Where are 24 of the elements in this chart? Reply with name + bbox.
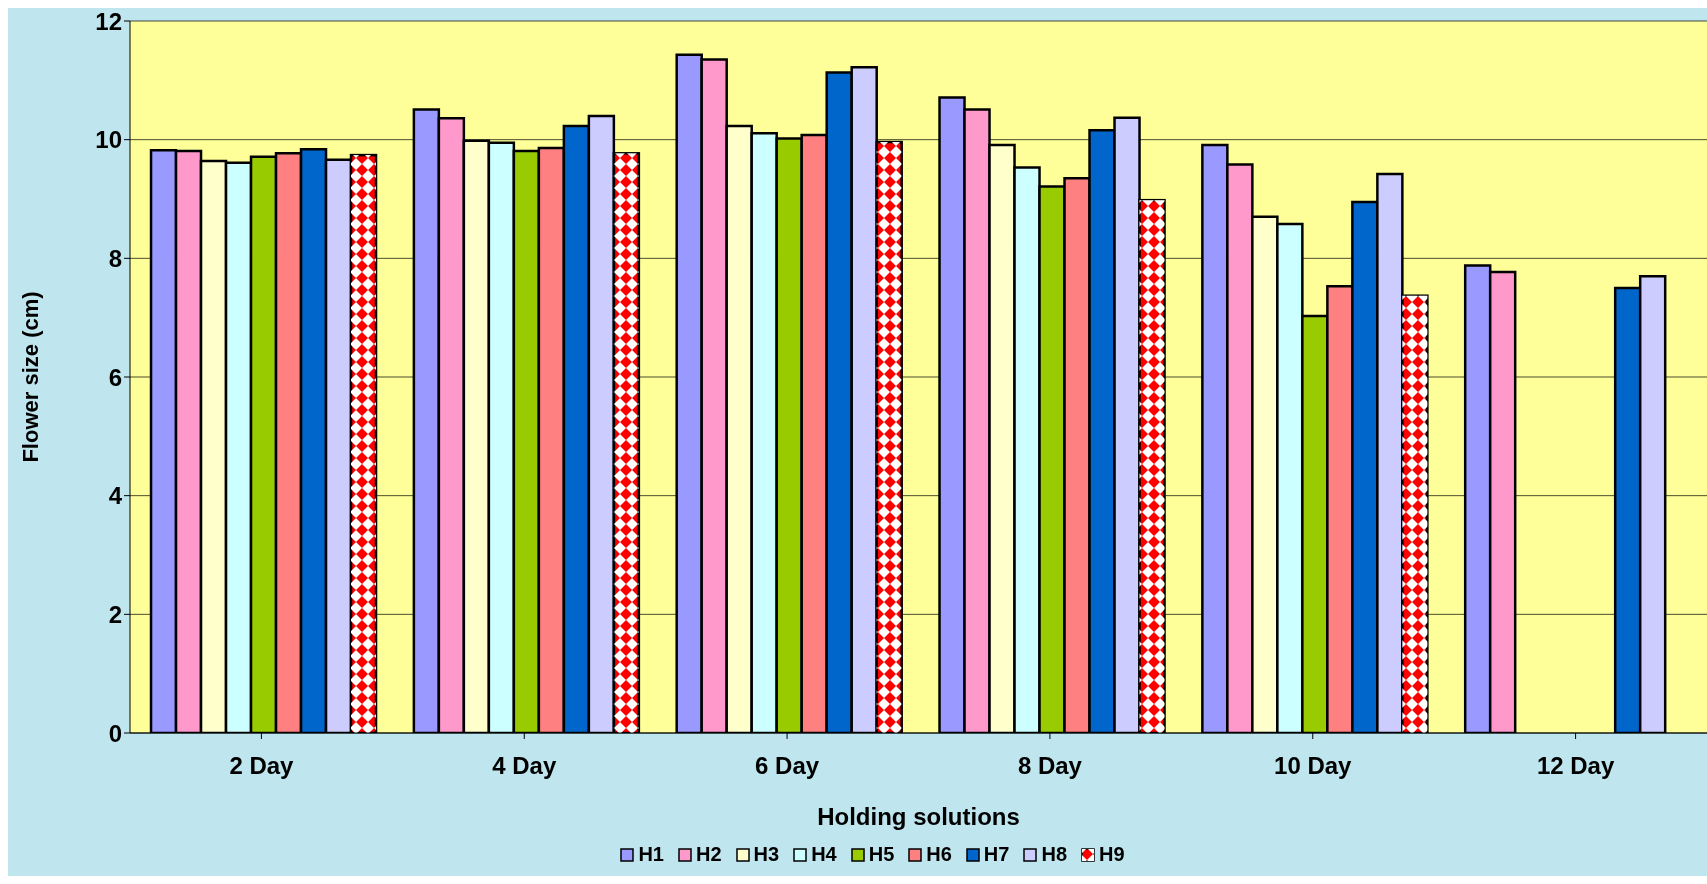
legend-label: H5 [868,843,895,866]
x-tick-label: 6 Day [755,752,820,780]
x-tick-label: 12 Day [1536,752,1615,780]
x-axis-title: Holding solutions [817,803,1020,830]
x-tick-label: 4 Day [492,752,557,780]
y-tick-label: 10 [95,126,122,154]
x-tick-label: 8 Day [1017,752,1083,780]
legend-label: H7 [983,843,1010,866]
legend-label: H8 [1041,843,1068,866]
legend-label: H3 [753,843,780,866]
y-tick-label: 6 [108,363,122,391]
legend-label: H9 [1099,843,1125,866]
y-tick-label: 0 [108,719,122,747]
y-axis-title: Flower size (cm) [17,291,43,463]
y-tick-label: 12 [95,7,122,35]
legend-label: H6 [926,843,952,866]
legend-label: H1 [638,843,664,866]
x-tick-label: 2 Day [229,752,295,780]
legend-label: H4 [811,843,837,866]
y-tick-label: 2 [108,600,122,628]
y-tick-label: 4 [108,482,123,510]
x-tick-label: 10 Day [1274,752,1353,780]
legend-label: H2 [695,843,722,866]
y-tick-label: 8 [108,244,122,272]
